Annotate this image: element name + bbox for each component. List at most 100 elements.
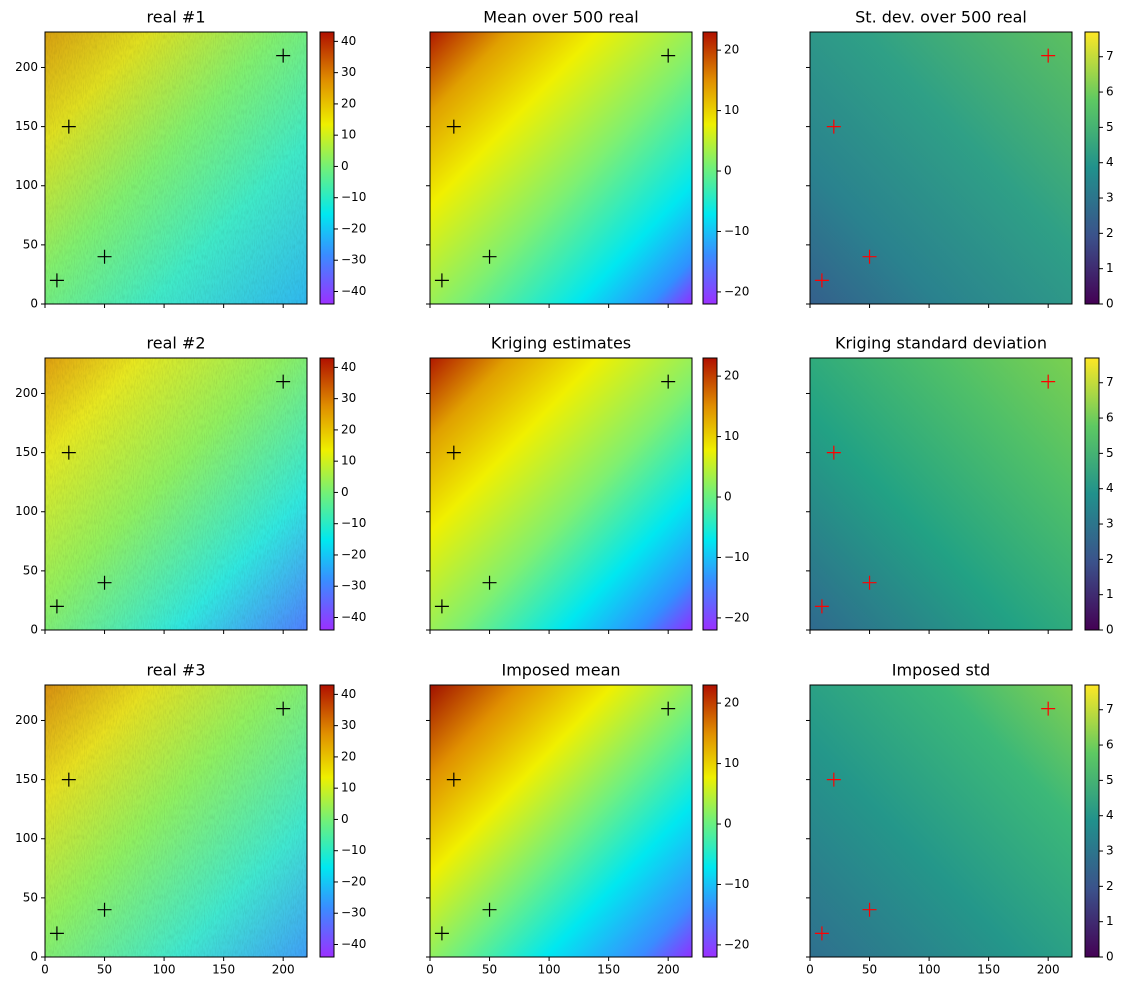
colorbar-tick-label: 0 (724, 164, 732, 178)
colorbar-tick-label: 40 (341, 360, 356, 374)
field-texture (45, 32, 307, 304)
colorbar-tick-label: 7 (1106, 49, 1114, 63)
colorbar-tick-label: −40 (341, 610, 366, 624)
colorbar-tick-label: −10 (341, 843, 366, 857)
colorbar (319, 31, 335, 305)
data-point (276, 374, 291, 389)
data-point (434, 273, 449, 288)
data-point (97, 902, 112, 917)
colorbar-tick-label: 30 (341, 391, 356, 405)
colorbar-tick-label: 20 (341, 422, 356, 436)
data-point (446, 772, 461, 787)
colorbar-tick-label: −20 (341, 221, 366, 235)
x-tick-label: 150 (597, 963, 620, 977)
colorbar-tick-label: 10 (341, 454, 356, 468)
colorbar-tick-label: 2 (1106, 226, 1114, 240)
data-point (49, 273, 64, 288)
y-tick-label: 50 (23, 890, 38, 904)
chart-title: Mean over 500 real (483, 8, 638, 27)
plot-frame (809, 684, 1073, 958)
colorbar-tick-label: −30 (341, 579, 366, 593)
data-point (276, 48, 291, 63)
data-point (434, 926, 449, 941)
data-point (1041, 48, 1056, 63)
colorbar-tick-label: −20 (724, 937, 749, 951)
colorbar-tick-label: 1 (1106, 587, 1114, 601)
colorbar-tick-label: 0 (341, 159, 349, 173)
plot-frame (809, 31, 1073, 305)
chart-title: Imposed std (892, 661, 990, 680)
data-point (862, 249, 877, 264)
field-image (430, 685, 692, 957)
x-tick-label: 0 (426, 963, 434, 977)
data-point (826, 119, 841, 134)
colorbar-tick-label: 2 (1106, 552, 1114, 566)
data-point (814, 926, 829, 941)
colorbar-tick-label: 20 (341, 749, 356, 763)
data-point (1041, 374, 1056, 389)
plot-frame (44, 357, 308, 631)
colorbar-tick-label: 7 (1106, 702, 1114, 716)
colorbar-tick-label: 10 (724, 429, 739, 443)
colorbar-tick-label: 0 (724, 490, 732, 504)
colorbar-tick-label: 20 (724, 369, 739, 383)
plot-frame (429, 31, 693, 305)
data-point (482, 575, 497, 590)
y-tick-label: 100 (15, 178, 38, 192)
colorbar (1084, 31, 1100, 305)
colorbar-tick-label: −10 (341, 516, 366, 530)
colorbar-tick-label: −40 (341, 284, 366, 298)
data-point (482, 249, 497, 264)
x-tick-label: 200 (657, 963, 680, 977)
x-tick-label: 50 (862, 963, 877, 977)
field-texture (45, 685, 307, 957)
plot-frame (809, 357, 1073, 631)
data-point (61, 119, 76, 134)
x-tick-label: 50 (97, 963, 112, 977)
colorbar-tick-label: 4 (1106, 808, 1114, 822)
data-point (446, 119, 461, 134)
colorbar (1084, 357, 1100, 631)
colorbar-tick-label: −30 (341, 906, 366, 920)
data-point (862, 575, 877, 590)
colorbar-tick-label: 1 (1106, 261, 1114, 275)
x-tick-label: 150 (212, 963, 235, 977)
y-tick-label: 200 (15, 713, 38, 727)
y-tick-label: 150 (15, 119, 38, 133)
chart-title: real #1 (147, 8, 206, 27)
data-point (434, 599, 449, 614)
colorbar-tick-label: 10 (724, 756, 739, 770)
plot-frame (429, 684, 693, 958)
colorbar-tick-label: 10 (341, 128, 356, 142)
x-tick-label: 100 (918, 963, 941, 977)
colorbar-tick-label: 5 (1106, 773, 1114, 787)
colorbar-tick-label: −10 (724, 550, 749, 564)
x-tick-label: 100 (153, 963, 176, 977)
colorbar (319, 684, 335, 958)
colorbar-tick-label: −20 (341, 547, 366, 561)
colorbar-tick-label: 2 (1106, 879, 1114, 893)
data-point (814, 273, 829, 288)
chart-title: Kriging estimates (491, 334, 631, 353)
x-tick-label: 200 (1037, 963, 1060, 977)
y-tick-label: 150 (15, 772, 38, 786)
data-point (276, 701, 291, 716)
y-tick-label: 200 (15, 386, 38, 400)
colorbar-tick-label: −10 (724, 224, 749, 238)
field-image (810, 685, 1072, 957)
data-point (814, 599, 829, 614)
field-image (430, 32, 692, 304)
colorbar-tick-label: 20 (341, 96, 356, 110)
y-tick-label: 50 (23, 237, 38, 251)
y-tick-label: 100 (15, 831, 38, 845)
colorbar-tick-label: 4 (1106, 155, 1114, 169)
y-tick-label: 100 (15, 504, 38, 518)
colorbar-tick-label: −20 (724, 610, 749, 624)
data-point (1041, 701, 1056, 716)
colorbar-tick-label: 0 (341, 485, 349, 499)
colorbar-tick-label: 20 (724, 696, 739, 710)
colorbar-tick-label: 10 (724, 103, 739, 117)
x-tick-label: 50 (482, 963, 497, 977)
